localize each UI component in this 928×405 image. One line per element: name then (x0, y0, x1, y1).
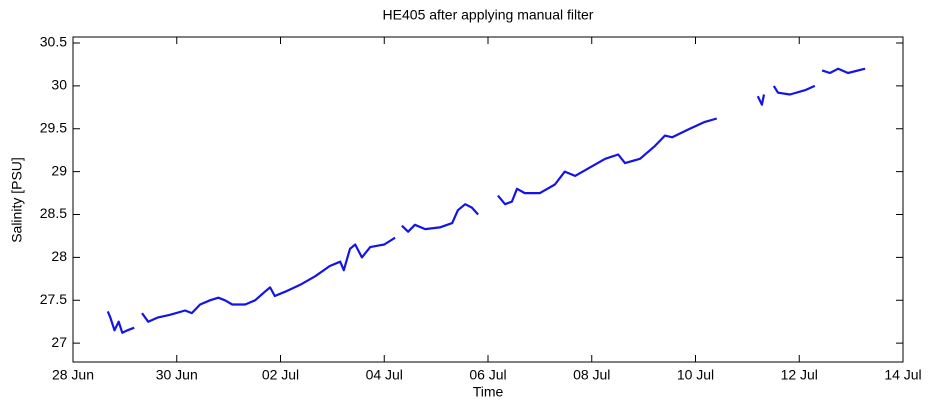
x-tick-label: 10 Jul (677, 367, 714, 383)
x-axis-label: Time (473, 384, 504, 400)
y-axis-label: Salinity [PSU] (9, 157, 25, 243)
x-tick-label: 12 Jul (781, 367, 818, 383)
y-tick-label: 29 (51, 162, 67, 178)
data-line (756, 94, 766, 106)
x-tick-label: 08 Jul (573, 367, 610, 383)
x-tick-label: 02 Jul (262, 367, 299, 383)
data-line (497, 117, 718, 206)
data-line (821, 67, 866, 75)
data-line (106, 310, 135, 334)
x-tick-label: 28 Jun (52, 367, 94, 383)
x-tick-label: 06 Jul (469, 367, 506, 383)
y-tick-label: 27 (51, 334, 67, 350)
y-tick-label: 30.5 (40, 34, 67, 50)
data-line (401, 203, 479, 233)
x-tick-label: 04 Jul (366, 367, 403, 383)
data-line (772, 84, 816, 96)
data-line (141, 236, 396, 323)
y-tick-label: 27.5 (40, 291, 67, 307)
y-tick-label: 28 (51, 248, 67, 264)
x-tick-label: 14 Jul (884, 367, 921, 383)
y-tick-label: 30 (51, 77, 67, 93)
y-tick-label: 28.5 (40, 205, 67, 221)
x-tick-label: 30 Jun (156, 367, 198, 383)
chart-title: HE405 after applying manual filter (383, 7, 594, 23)
y-tick-label: 29.5 (40, 119, 67, 135)
